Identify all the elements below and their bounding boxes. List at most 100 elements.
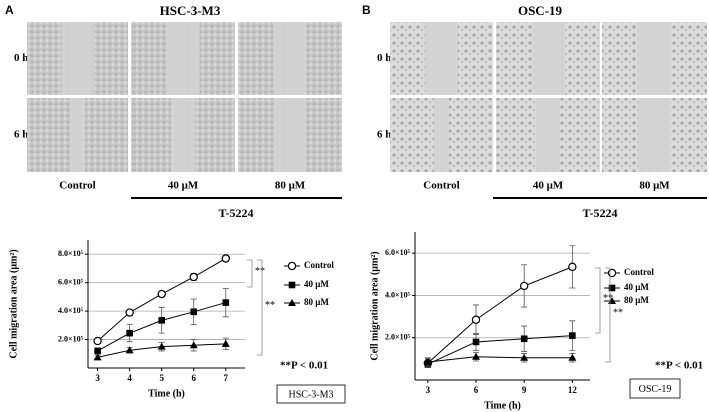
data-point (568, 262, 577, 272)
wound-gap (273, 98, 307, 172)
row-label: 0 h (14, 52, 28, 64)
data-point (472, 338, 480, 346)
cell-line-box (629, 378, 681, 399)
y-tick-label: 6.0×10⁵ (385, 248, 411, 257)
wound-gap (637, 22, 672, 95)
treatment-label: T-5224 (219, 206, 254, 220)
wound-gap (273, 22, 307, 95)
legend-marker (288, 281, 296, 289)
y-tick-label: 8.0×10⁵ (58, 249, 84, 258)
x-axis-label: Time (h) (484, 400, 521, 411)
significance-label: ** (603, 293, 613, 304)
data-point (221, 254, 230, 263)
legend-marker (288, 299, 296, 306)
data-point (569, 332, 576, 339)
series-line (427, 266, 573, 364)
legend-marker (287, 261, 297, 271)
data-point (94, 347, 101, 355)
data-point (93, 353, 102, 361)
significance-bracket (247, 259, 253, 288)
data-point (190, 308, 198, 316)
series-line (427, 356, 573, 363)
x-tick-label: 5 (159, 373, 164, 383)
wound-gap (638, 98, 671, 172)
treatment-label: T-5224 (583, 206, 618, 220)
cell-line-label: HSC-3-M3 (288, 389, 333, 400)
x-tick-label: 3 (426, 385, 431, 395)
data-point (221, 339, 230, 347)
x-tick-label: 3 (95, 373, 100, 383)
y-axis-label: Cell migration area (μm²) (8, 249, 19, 358)
wound-gap (536, 98, 560, 172)
p-value-note: **P < 0.01 (655, 360, 703, 372)
data-point (472, 352, 481, 360)
y-axis-label: Cell migration area (μm²) (369, 251, 380, 360)
data-point (126, 329, 133, 337)
data-point (520, 335, 528, 343)
x-tick-label: 12 (568, 385, 578, 395)
column-label: 40 μM (533, 180, 564, 192)
significance-label: ** (613, 307, 623, 318)
legend-label: Control (304, 260, 334, 270)
y-tick-label: 6.0×10⁵ (58, 277, 84, 286)
wound-gap (69, 98, 86, 172)
series-line (427, 335, 573, 365)
data-point (423, 358, 432, 366)
legend-label: 40 μM (624, 282, 649, 292)
significance-label: ** (265, 300, 275, 311)
data-point (222, 299, 230, 306)
y-tick-label: 2.0×10⁵ (385, 333, 411, 342)
data-point (157, 289, 166, 299)
data-point (93, 336, 102, 346)
wound-gap (433, 98, 450, 172)
legend-marker (607, 268, 617, 278)
cell-line-label: OSC-19 (639, 384, 672, 395)
x-tick-label: 6 (474, 385, 479, 395)
significance-label: ** (255, 266, 265, 277)
panel-title: HSC-3-M3 (160, 3, 221, 18)
column-label: Control (59, 180, 95, 192)
x-tick-label: 9 (522, 385, 527, 395)
data-point (158, 317, 165, 324)
x-axis-label: Time (h) (148, 388, 185, 399)
data-point (157, 342, 166, 350)
y-tick-label: 4.0×10⁵ (58, 306, 84, 315)
wound-gap (171, 98, 195, 172)
column-label: 80 μM (639, 180, 670, 192)
column-label: Control (423, 180, 459, 192)
legend-label: 40 μM (304, 279, 329, 289)
cell-line-box (276, 384, 346, 404)
column-label: 40 μM (168, 180, 199, 192)
panel-label: B (362, 3, 371, 17)
wound-gap (166, 22, 200, 95)
wound-gap (61, 22, 94, 95)
data-point (189, 341, 198, 349)
wound-gap (425, 22, 458, 95)
x-tick-label: 6 (191, 373, 196, 383)
panel-title: OSC-19 (518, 3, 563, 18)
wound-gap (531, 22, 565, 95)
row-label: 0 h (377, 52, 391, 64)
data-point (568, 353, 577, 361)
legend-marker (608, 284, 616, 292)
row-label: 6 h (14, 129, 28, 141)
data-point (519, 281, 529, 291)
p-value-note: **P < 0.01 (280, 360, 328, 372)
legend-label: 80 μM (304, 297, 329, 307)
x-tick-label: 4 (127, 373, 132, 383)
y-tick-label: 4.0×10⁵ (385, 290, 411, 299)
data-point (471, 315, 481, 324)
data-point (125, 308, 134, 317)
column-label: 80 μM (275, 180, 306, 192)
legend-label: Control (624, 267, 654, 277)
row-label: 6 h (377, 129, 391, 141)
legend-label: 80 μM (624, 295, 649, 305)
significance-bracket (605, 267, 611, 363)
data-point (520, 353, 529, 361)
x-tick-label: 7 (224, 373, 229, 383)
y-tick-label: 2.0×10⁵ (58, 334, 84, 343)
data-point (189, 272, 198, 282)
significance-bracket (257, 259, 263, 356)
significance-bracket (595, 267, 601, 334)
